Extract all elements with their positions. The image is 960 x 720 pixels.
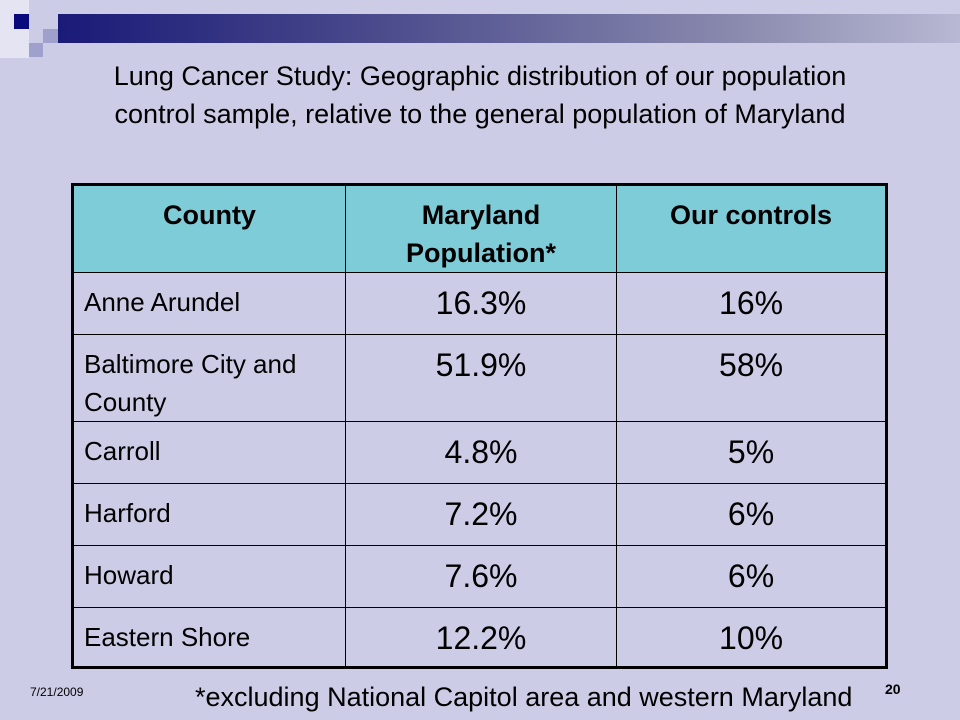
- maryland-cell: 7.2%: [344, 483, 618, 546]
- footnote: *excluding National Capitol area and wes…: [195, 682, 853, 712]
- county-cell: Carroll: [72, 421, 346, 484]
- decor-square: [14, 14, 29, 29]
- slide-number: 20: [885, 681, 901, 697]
- data-table: County Maryland Population* Our controls…: [71, 183, 888, 669]
- controls-cell: 5%: [616, 421, 887, 484]
- header-county: County: [72, 184, 346, 273]
- county-cell: Anne Arundel: [72, 272, 346, 335]
- maryland-cell: 51.9%: [344, 334, 618, 422]
- maryland-cell: 16.3%: [344, 272, 618, 335]
- controls-cell: 6%: [616, 483, 887, 546]
- county-cell: Eastern Shore: [72, 607, 346, 668]
- county-cell: Baltimore City and County: [72, 334, 346, 422]
- slide-title: Lung Cancer Study: Geographic distributi…: [113, 61, 847, 129]
- county-cell: Harford: [72, 483, 346, 546]
- decor-square: [29, 43, 43, 57]
- slide-date: 7/21/2009: [30, 685, 84, 699]
- table-row: Carroll 4.8% 5%: [72, 421, 887, 484]
- maryland-cell: 4.8%: [344, 421, 618, 484]
- header-controls: Our controls: [616, 184, 887, 273]
- table-row: Baltimore City and County 51.9% 58%: [72, 334, 887, 422]
- table-row: Harford 7.2% 6%: [72, 483, 887, 546]
- controls-cell: 58%: [616, 334, 887, 422]
- header-maryland: Maryland Population*: [344, 184, 618, 273]
- maryland-cell: 12.2%: [344, 607, 618, 668]
- decor-square: [0, 0, 29, 58]
- table-row: Anne Arundel 16.3% 16%: [72, 272, 887, 335]
- table-row: Eastern Shore 12.2% 10%: [72, 607, 887, 668]
- controls-cell: 16%: [616, 272, 887, 335]
- county-cell: Howard: [72, 545, 346, 608]
- title-bar-decoration: [58, 14, 960, 43]
- maryland-cell: 7.6%: [344, 545, 618, 608]
- controls-cell: 10%: [616, 607, 887, 668]
- table-row: Howard 7.6% 6%: [72, 545, 887, 608]
- header-row: County Maryland Population* Our controls: [72, 184, 887, 273]
- controls-cell: 6%: [616, 545, 887, 608]
- decor-square: [43, 29, 58, 43]
